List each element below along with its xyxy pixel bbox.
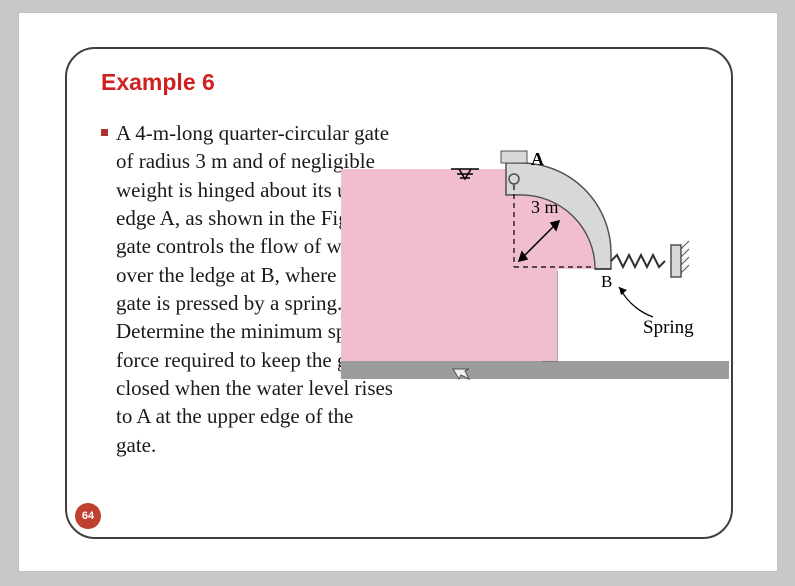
spring-coil	[611, 255, 665, 267]
spring-anchor	[671, 245, 681, 277]
bullet-dot-icon	[101, 129, 108, 136]
ground	[341, 361, 729, 379]
hinge-a	[509, 174, 519, 184]
example-title: Example 6	[101, 69, 215, 96]
label-b: B	[601, 272, 612, 291]
top-cap	[501, 151, 527, 163]
slide: Example 6 A 4-m-long quarter-circular ga…	[18, 12, 778, 572]
spring-label: Spring	[643, 317, 694, 338]
water-fill	[341, 169, 506, 361]
page-number-badge: 64	[75, 503, 101, 529]
anchor-hatch	[681, 241, 689, 273]
radius-label: 3 m	[531, 197, 559, 217]
label-a: A	[531, 149, 544, 169]
gate-diagram: 3 m A B Spring	[341, 141, 729, 401]
